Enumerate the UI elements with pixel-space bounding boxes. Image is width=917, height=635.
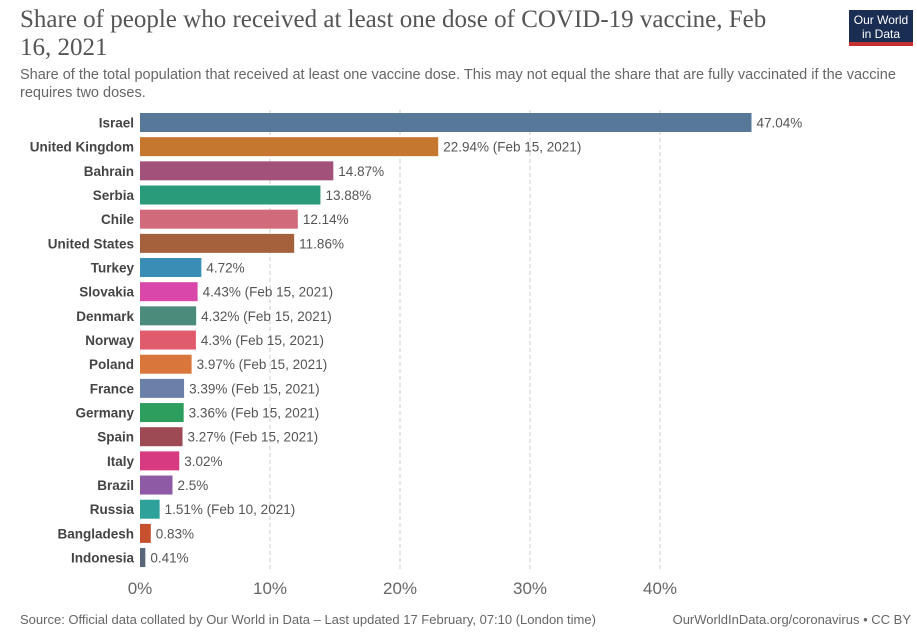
bar[interactable] bbox=[140, 233, 295, 253]
bar[interactable] bbox=[140, 523, 151, 543]
value-label: 4.72% bbox=[206, 261, 244, 276]
x-tick-label: 20% bbox=[383, 579, 417, 598]
bar[interactable] bbox=[140, 499, 160, 519]
value-label: 2.5% bbox=[178, 478, 209, 493]
bar[interactable] bbox=[140, 161, 334, 181]
category-label: Israel bbox=[99, 116, 134, 131]
bar[interactable] bbox=[140, 403, 184, 423]
category-label: Norway bbox=[85, 333, 134, 348]
value-label: 4.43% (Feb 15, 2021) bbox=[203, 285, 334, 300]
category-label: Turkey bbox=[91, 261, 135, 276]
bar[interactable] bbox=[140, 548, 146, 568]
x-tick-label: 30% bbox=[513, 579, 547, 598]
bar[interactable] bbox=[140, 282, 198, 302]
category-label: Germany bbox=[75, 406, 134, 421]
bar[interactable] bbox=[140, 113, 752, 132]
value-label: 3.27% (Feb 15, 2021) bbox=[188, 430, 319, 445]
value-label: 1.51% (Feb 10, 2021) bbox=[165, 502, 296, 517]
value-label: 0.83% bbox=[156, 526, 194, 541]
owid-logo[interactable]: Our World in Data bbox=[849, 10, 913, 46]
value-label: 4.3% (Feb 15, 2021) bbox=[201, 333, 324, 348]
category-label: Indonesia bbox=[71, 551, 135, 566]
bar[interactable] bbox=[140, 185, 321, 205]
bar[interactable] bbox=[140, 451, 180, 471]
category-label: Brazil bbox=[97, 478, 134, 493]
category-label: Denmark bbox=[76, 309, 134, 324]
value-label: 3.97% (Feb 15, 2021) bbox=[197, 357, 328, 372]
source-link[interactable]: OurWorldInData.org/coronavirus • CC BY bbox=[672, 612, 911, 627]
category-label: United States bbox=[48, 236, 134, 251]
x-tick-label: 40% bbox=[643, 579, 677, 598]
value-label: 14.87% bbox=[338, 164, 384, 179]
value-label: 3.39% (Feb 15, 2021) bbox=[189, 381, 320, 396]
category-label: Russia bbox=[90, 502, 135, 517]
value-label: 0.41% bbox=[150, 551, 188, 566]
x-tick-label: 10% bbox=[253, 579, 287, 598]
value-label: 47.04% bbox=[757, 116, 803, 131]
category-label: Bangladesh bbox=[57, 526, 134, 541]
value-label: 13.88% bbox=[325, 188, 371, 203]
value-label: 4.32% (Feb 15, 2021) bbox=[201, 309, 332, 324]
bar[interactable] bbox=[140, 330, 196, 350]
bar[interactable] bbox=[140, 258, 202, 278]
bar[interactable] bbox=[140, 475, 173, 495]
chart-subtitle: Share of the total population that recei… bbox=[20, 67, 896, 101]
category-label: Spain bbox=[97, 430, 134, 445]
value-label: 11.86% bbox=[299, 236, 344, 251]
bar[interactable] bbox=[140, 306, 197, 326]
bar[interactable] bbox=[140, 137, 439, 157]
category-label: Bahrain bbox=[84, 164, 134, 179]
bar[interactable] bbox=[140, 427, 183, 447]
x-tick-label: 0% bbox=[128, 579, 153, 598]
category-label: United Kingdom bbox=[30, 140, 134, 155]
category-label: Slovakia bbox=[79, 285, 134, 300]
value-label: 22.94% (Feb 15, 2021) bbox=[443, 140, 581, 155]
bar[interactable] bbox=[140, 354, 192, 374]
chart-title: Share of people who received at least on… bbox=[20, 6, 767, 61]
value-label: 12.14% bbox=[303, 212, 349, 227]
category-label: Italy bbox=[107, 454, 135, 469]
source-note: Source: Official data collated by Our Wo… bbox=[20, 612, 596, 627]
category-label: Serbia bbox=[93, 188, 135, 203]
category-label: Poland bbox=[89, 357, 134, 372]
value-label: 3.36% (Feb 15, 2021) bbox=[189, 406, 320, 421]
bar[interactable] bbox=[140, 378, 185, 398]
category-label: Chile bbox=[101, 212, 134, 227]
bar[interactable] bbox=[140, 209, 298, 229]
value-label: 3.02% bbox=[184, 454, 222, 469]
category-label: France bbox=[90, 381, 135, 396]
